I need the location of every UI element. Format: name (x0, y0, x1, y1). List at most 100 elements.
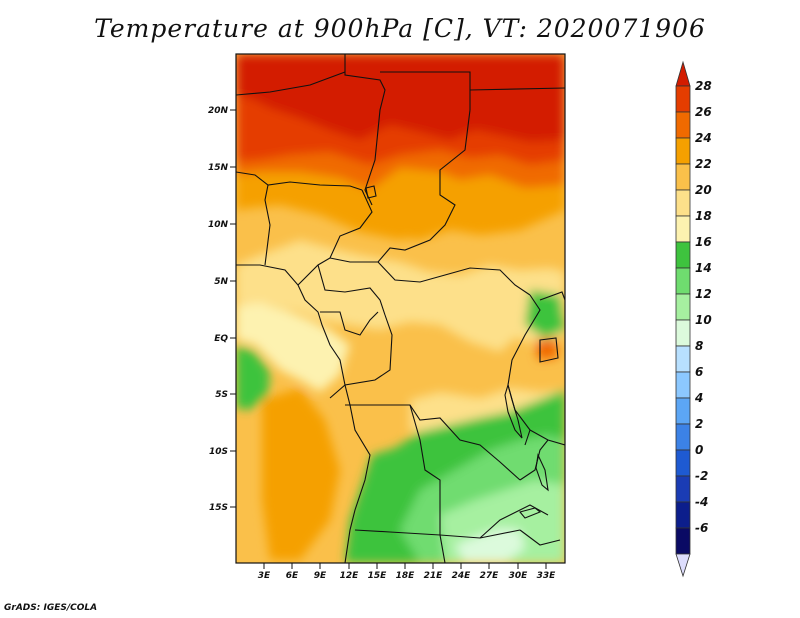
colorbar-label: 22 (695, 157, 712, 171)
lat-label-eq: EQ (214, 334, 228, 344)
colorbar-swatch (675, 475, 691, 503)
colorbar-swatch (675, 163, 691, 191)
colorbar-swatch (675, 527, 691, 555)
colorbar-swatches (675, 60, 691, 578)
band-24-victoria (535, 338, 558, 360)
colorbar-label: 2 (695, 417, 703, 431)
lake-victoria (539, 337, 559, 363)
band-14-coast (236, 345, 270, 410)
colorbar-label: 0 (695, 443, 703, 457)
border-libya-chad (344, 54, 386, 206)
colorbar-label: -2 (695, 469, 708, 483)
longitude-axis: 3E 6E 9E 12E 15E 18E 21E 24E 27E 30E 33E (258, 563, 556, 581)
lake-kariba (519, 507, 542, 519)
temperature-field (236, 54, 565, 563)
colorbar-bottom-arrow (675, 553, 691, 578)
lon-label-27e: 27E (480, 571, 500, 581)
map-frame (235, 53, 566, 564)
border-egypt (469, 87, 565, 91)
lake-chad (365, 185, 377, 199)
country-borders (236, 54, 565, 563)
border-cameroon-gabon (317, 264, 386, 316)
border-gabon-congo (320, 311, 379, 336)
colorbar-swatch (675, 189, 691, 217)
band-20-south (262, 388, 340, 560)
colorbar-label: 28 (695, 79, 712, 93)
border-egypt-sudan (380, 71, 471, 110)
colorbar-top-arrow (675, 60, 691, 87)
lon-label-30e: 30E (509, 571, 529, 581)
band-28 (236, 54, 565, 142)
colorbar-swatch (675, 371, 691, 399)
colorbar-swatch (675, 215, 691, 243)
lat-label-15s: 15S (209, 503, 228, 513)
border-uganda-kenya (539, 291, 565, 301)
lat-label-20n: 20N (208, 106, 229, 116)
colorbar-label: 20 (695, 183, 712, 197)
colorbar: 28 26 24 22 20 18 16 14 12 10 8 6 4 2 0 … (675, 60, 712, 578)
colorbar-swatch (675, 267, 691, 295)
border-angola-zambia (409, 404, 441, 535)
band-16-congo (236, 303, 350, 392)
band-18 (236, 240, 565, 352)
lon-label-18e: 18E (396, 571, 416, 581)
lon-label-33e: 33E (537, 571, 557, 581)
colorbar-label: 16 (695, 235, 712, 249)
grads-credit: GrADS: IGES/COLA (4, 603, 98, 613)
colorbar-swatch (675, 449, 691, 477)
colorbar-swatch (675, 241, 691, 269)
colorbar-label: -4 (695, 495, 708, 509)
border-car-south (329, 257, 531, 296)
map-title: Temperature at 900hPa [C], VT: 202007190… (94, 14, 706, 43)
colorbar-label: 4 (694, 391, 703, 405)
lat-label-5n: 5N (214, 277, 228, 287)
border-drc-west (329, 314, 393, 399)
border-zimbabwe (519, 529, 561, 546)
border-niger-algeria (236, 71, 346, 96)
border-botswana (439, 534, 446, 563)
coastline (236, 264, 371, 563)
border-drc-south (345, 404, 521, 481)
colorbar-swatch (675, 111, 691, 139)
colorbar-label: 8 (695, 339, 703, 353)
colorbar-label: -6 (695, 521, 708, 535)
colorbar-labels: 28 26 24 22 20 18 16 14 12 10 8 6 4 2 0 … (694, 79, 712, 535)
lat-label-15n: 15N (208, 163, 229, 173)
colorbar-label: 10 (695, 313, 712, 327)
lon-label-9e: 9E (314, 571, 327, 581)
band-24-sudan (360, 190, 460, 240)
lake-tanganyika (504, 382, 523, 439)
border-nigeria-north (236, 171, 363, 191)
border-chad-sudan (377, 109, 471, 263)
colorbar-swatch (675, 319, 691, 347)
border-benin (264, 184, 271, 266)
border-drc-east (507, 294, 541, 446)
colorbar-swatch (675, 293, 691, 321)
lon-label-15e: 15E (368, 571, 388, 581)
band-8-lightgreen (455, 528, 525, 563)
colorbar-label: 6 (695, 365, 703, 379)
lon-label-12e: 12E (340, 571, 360, 581)
lake-malawi (535, 453, 549, 492)
lon-label-3e: 3E (258, 571, 271, 581)
colorbar-label: 12 (695, 287, 712, 301)
lat-label-10n: 10N (208, 220, 229, 230)
colorbar-label: 14 (695, 261, 712, 275)
lon-label-21e: 21E (424, 571, 444, 581)
colorbar-swatch (675, 345, 691, 373)
border-zambia-zimbabwe (479, 504, 549, 539)
lat-label-5s: 5S (215, 390, 228, 400)
colorbar-swatch (675, 397, 691, 425)
lon-label-6e: 6E (286, 571, 299, 581)
lon-label-24e: 24E (452, 571, 472, 581)
latitude-axis: 20N 15N 10N 5N EQ 5S 10S 15S (208, 106, 236, 513)
colorbar-swatch (675, 423, 691, 451)
colorbar-label: 18 (695, 209, 712, 223)
colorbar-swatch (675, 137, 691, 165)
colorbar-label: 24 (695, 131, 712, 145)
lat-label-10s: 10S (209, 447, 228, 457)
colorbar-swatch (675, 85, 691, 113)
colorbar-label: 26 (695, 105, 712, 119)
colorbar-swatch (675, 501, 691, 529)
